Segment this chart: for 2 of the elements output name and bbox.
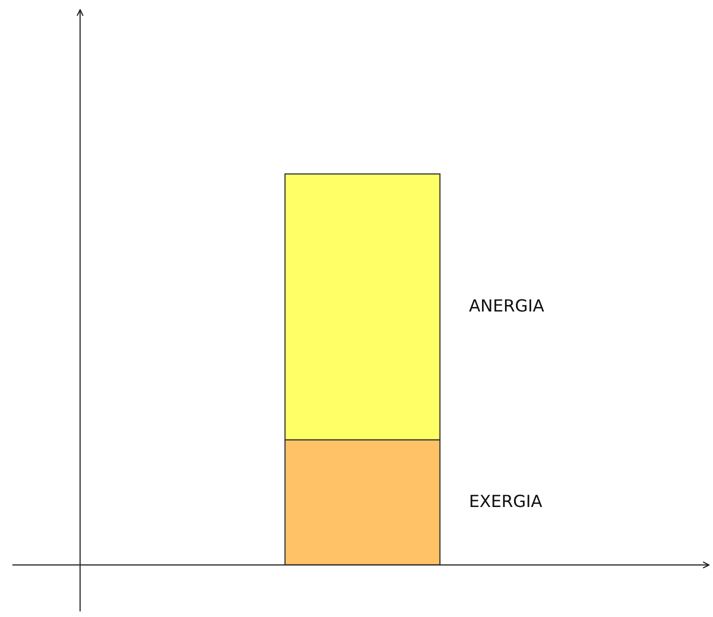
series-label: EXERGIA xyxy=(470,494,542,508)
series-label: ANERGIA xyxy=(469,299,544,312)
